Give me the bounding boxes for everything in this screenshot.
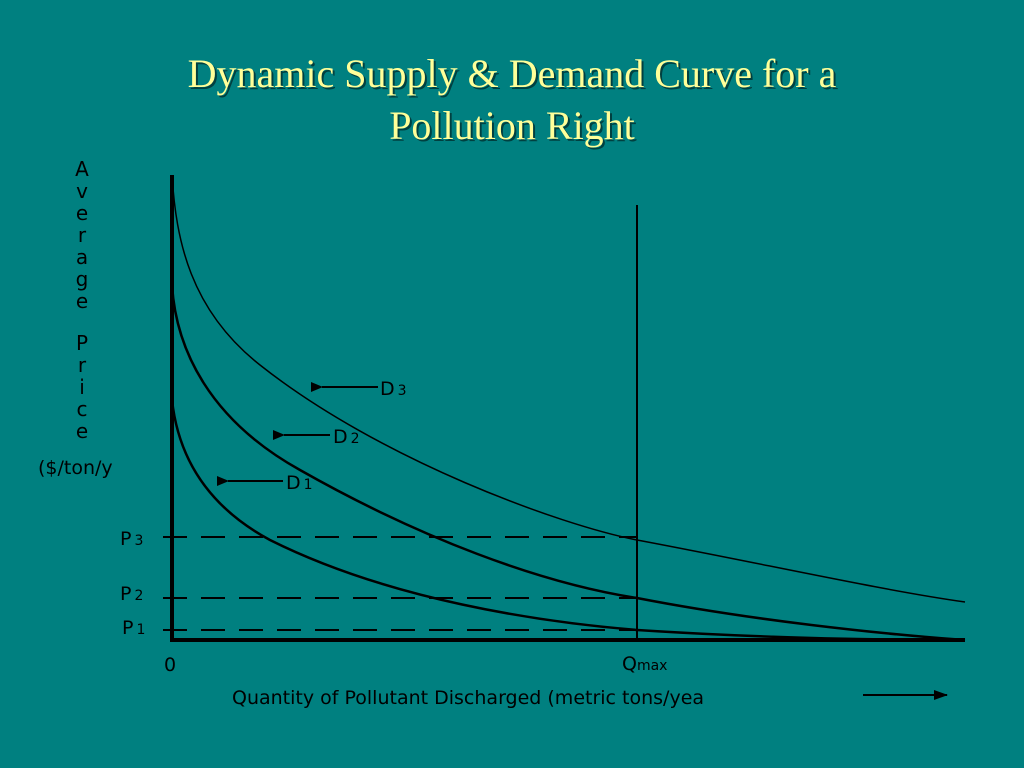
- demand-curve-d1: [170, 399, 966, 642]
- y-label-letter: v: [76, 179, 88, 203]
- y-label-letter: P: [76, 331, 88, 355]
- y-label-letter: e: [76, 419, 88, 443]
- qmax-label: Qmax: [622, 653, 667, 675]
- y-label-letter: c: [77, 397, 88, 421]
- y-label-letter: A: [75, 157, 89, 181]
- origin-label: 0: [164, 654, 176, 676]
- title-line-2: Pollution Right: [389, 103, 635, 148]
- demand-curve-d2: [170, 284, 966, 642]
- y-axis-units-label: ($/ton/y: [38, 457, 113, 479]
- y-label-letter: i: [79, 375, 85, 399]
- y-label-letter: e: [76, 201, 88, 225]
- y-label-letter: e: [76, 289, 88, 313]
- y-label-letter: a: [76, 245, 88, 269]
- demand-curve-d3: [171, 174, 966, 603]
- slide-title: Dynamic Supply & Demand Curve for a Poll…: [0, 48, 1024, 152]
- title-line-1: Dynamic Supply & Demand Curve for a: [187, 51, 837, 96]
- y-label-letter: g: [76, 267, 89, 291]
- y-label-letter: r: [78, 223, 87, 247]
- y-label-letter: r: [78, 353, 87, 377]
- x-axis-label: Quantity of Pollutant Discharged (metric…: [232, 687, 704, 709]
